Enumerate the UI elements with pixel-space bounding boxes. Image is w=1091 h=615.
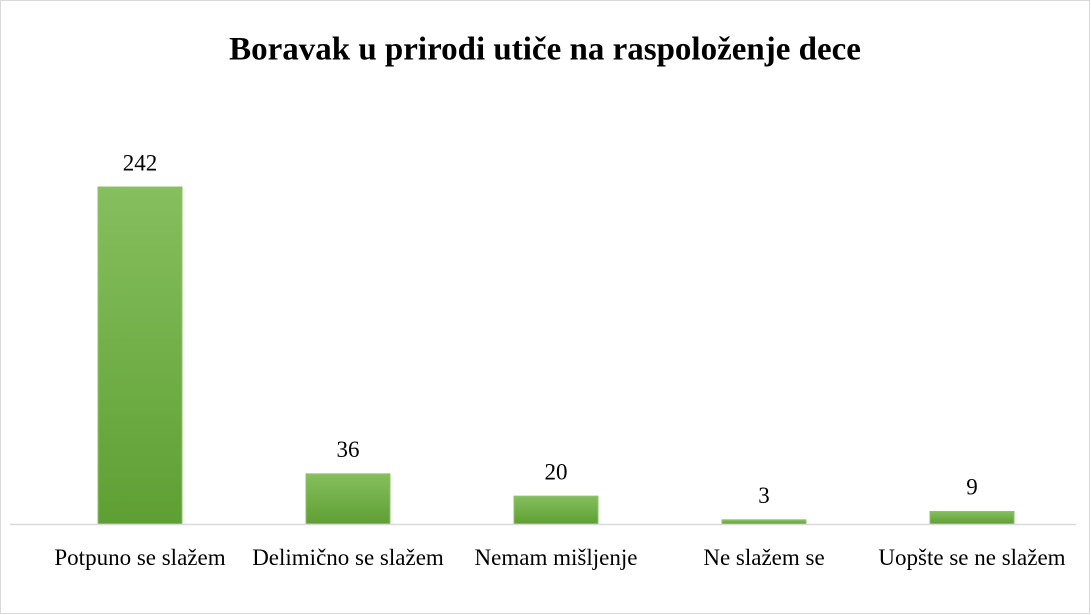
x-tick-label: Nemam mišljenje bbox=[474, 545, 638, 570]
bar bbox=[97, 186, 183, 525]
chart-title: Boravak u prirodi utiče na raspoloženje … bbox=[229, 32, 861, 68]
data-label: 9 bbox=[966, 475, 978, 500]
bar bbox=[721, 519, 807, 525]
x-tick-label: Ne slažem se bbox=[703, 545, 825, 570]
x-tick-label: Uopšte se ne slažem bbox=[878, 545, 1066, 570]
data-label: 36 bbox=[337, 437, 360, 462]
bar bbox=[305, 473, 391, 525]
data-label: 20 bbox=[545, 459, 568, 484]
x-tick-label: Delimično se slažem bbox=[252, 545, 444, 570]
data-label: 242 bbox=[123, 150, 158, 175]
bar bbox=[513, 495, 599, 525]
bar bbox=[929, 510, 1015, 525]
data-label: 3 bbox=[758, 483, 770, 508]
x-tick-label: Potpuno se slažem bbox=[54, 545, 226, 570]
